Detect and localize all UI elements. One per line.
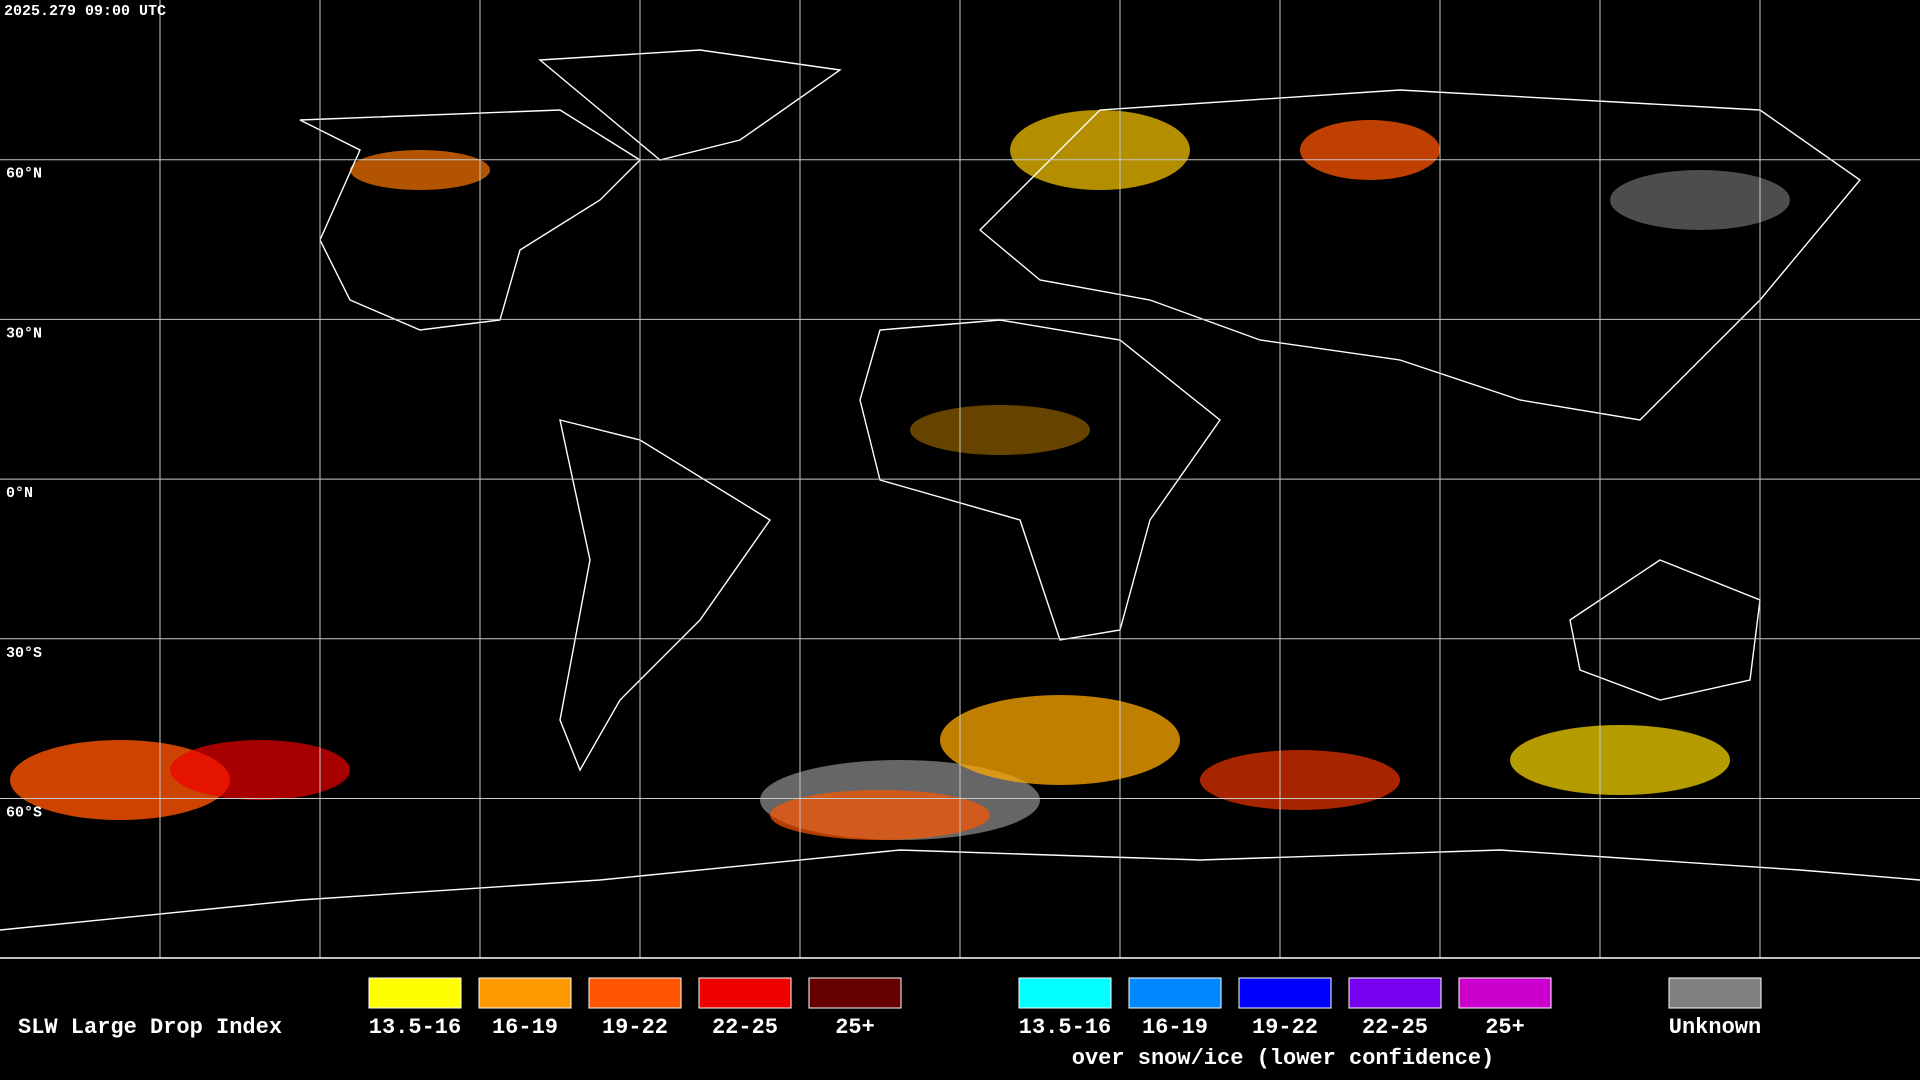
patch [1200,750,1400,810]
legend-swatch [1458,977,1552,1009]
legend-label: 16-19 [1142,1015,1208,1040]
latitude-label: 30°N [6,325,42,342]
legend-label: 19-22 [1252,1015,1318,1040]
legend-label: 13.5-16 [1019,1015,1111,1040]
latitude-label: 60°S [6,804,42,821]
patch [1300,120,1440,180]
latitude-label: 30°S [6,645,42,662]
legend-swatch [1668,977,1762,1009]
legend-label: 13.5-16 [369,1015,461,1040]
legend-swatch [1128,977,1222,1009]
coastline [299,109,642,331]
legend-swatch [1018,977,1112,1009]
legend-swatch [1348,977,1442,1009]
timestamp: 2025.279 09:00 UTC [4,3,166,20]
coastline [0,849,1920,931]
patch [1010,110,1190,190]
legend-swatch [698,977,792,1009]
labels: 2025.279 09:00 UTC 60°N 30°N 0°N 30°S 60°S [4,3,166,822]
coastline [559,419,771,772]
coastline [978,89,1862,421]
legend-label: 22-25 [712,1015,778,1040]
legend-label: 16-19 [492,1015,558,1040]
legend: SLW Large Drop Index 13.5-16 16-19 19-22 22-… [18,977,1762,1071]
coastlines [0,49,1920,931]
legend-label: 25+ [835,1015,875,1040]
legend-label: 25+ [1485,1015,1525,1040]
latitude-label: 0°N [6,485,33,502]
legend-swatch [368,977,462,1009]
patch [940,695,1180,785]
coastline [538,49,842,161]
patch [170,740,350,800]
latitude-label: 60°N [6,166,42,183]
patch [350,150,490,190]
patch [770,790,990,840]
legend-label: Unknown [1669,1015,1761,1040]
legend-title: SLW Large Drop Index [18,1015,282,1040]
legend-swatch [478,977,572,1009]
legend-swatch [1238,977,1332,1009]
patch [10,740,230,820]
coastline [1569,559,1761,701]
legend-swatch [808,977,902,1009]
patch [1610,170,1790,230]
legend-label: 19-22 [602,1015,668,1040]
patch [1510,725,1730,795]
graticule [0,0,1920,958]
patch [910,405,1090,455]
snow-caption: over snow/ice (lower confidence) [1072,1046,1494,1071]
legend-label: 22-25 [1362,1015,1428,1040]
legend-swatch [588,977,682,1009]
